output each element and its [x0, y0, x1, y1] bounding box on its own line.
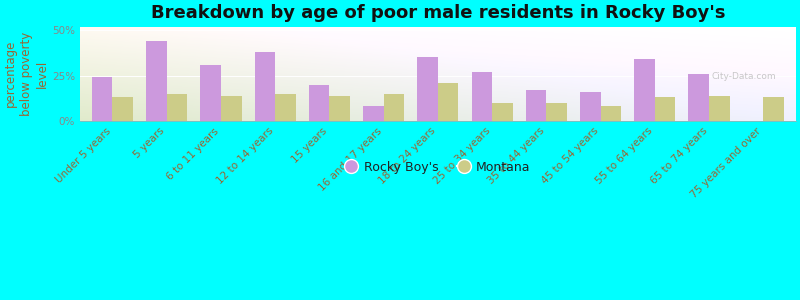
Bar	[309, 85, 330, 121]
Bar	[254, 52, 275, 121]
Bar	[418, 57, 438, 121]
Bar	[526, 90, 546, 121]
Bar	[689, 74, 709, 121]
Bar	[438, 83, 458, 121]
Bar	[330, 96, 350, 121]
Bar	[709, 96, 730, 121]
Title: Breakdown by age of poor male residents in Rocky Boy's: Breakdown by age of poor male residents …	[150, 4, 725, 22]
Bar	[113, 98, 133, 121]
Bar	[166, 94, 187, 121]
Bar	[763, 98, 784, 121]
Legend: Rocky Boy's, Montana: Rocky Boy's, Montana	[340, 156, 535, 179]
Bar	[363, 106, 384, 121]
Bar	[384, 94, 404, 121]
Bar	[146, 41, 166, 121]
Bar	[275, 94, 296, 121]
Bar	[221, 96, 242, 121]
Bar	[546, 103, 567, 121]
Bar	[471, 72, 492, 121]
Bar	[580, 92, 601, 121]
Bar	[492, 103, 513, 121]
Bar	[200, 65, 221, 121]
Bar	[655, 98, 675, 121]
Y-axis label: percentage
below poverty
level: percentage below poverty level	[4, 32, 49, 116]
Bar	[92, 77, 113, 121]
Text: City-Data.com: City-Data.com	[711, 72, 776, 81]
Bar	[634, 59, 655, 121]
Bar	[601, 106, 621, 121]
